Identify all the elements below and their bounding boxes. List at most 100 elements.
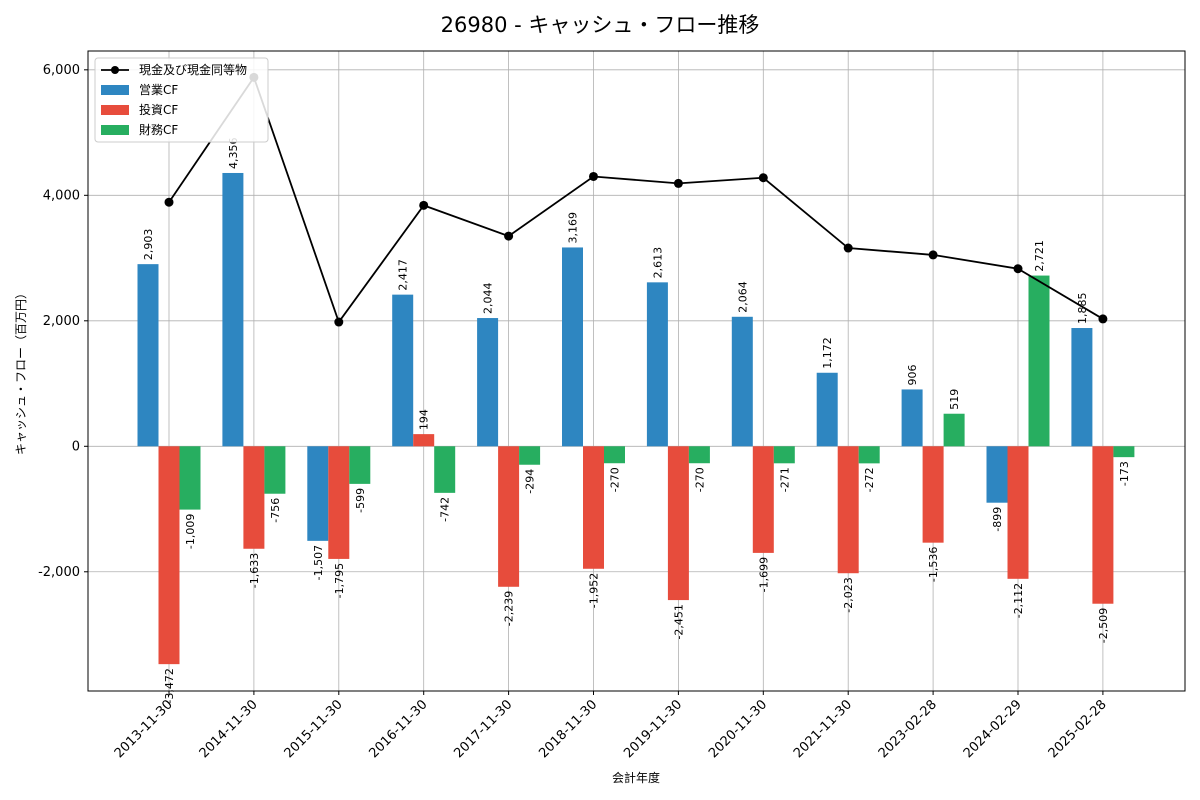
legend-entry-label: 営業CF (139, 83, 178, 97)
bar (519, 446, 541, 465)
bar-value-label: 194 (418, 409, 431, 430)
legend-box (94, 57, 269, 143)
cash-point (589, 171, 598, 181)
bar (816, 372, 838, 447)
cash-point (419, 200, 429, 210)
bar-value-label: -271 (778, 467, 791, 492)
bar-value-label: -2,023 (842, 577, 855, 612)
bar (477, 318, 499, 447)
bar (392, 294, 414, 447)
bar (986, 446, 1008, 503)
legend-marker (111, 66, 119, 74)
bar (498, 446, 520, 587)
bar (179, 446, 201, 510)
bar (731, 316, 753, 447)
y-tick-label: -2,000 (38, 565, 80, 580)
bar-value-label: -1,507 (312, 545, 325, 580)
cash-point (758, 173, 768, 183)
x-tick-label: 2023-02-28 (876, 697, 940, 761)
bar (328, 446, 350, 559)
bar-value-label: -899 (991, 507, 1004, 532)
x-tick-label: 2025-02-28 (1046, 697, 1110, 761)
bar (243, 446, 265, 549)
legend-bar-swatch (101, 125, 129, 135)
y-axis-label: キャッシュ・フロー（百万円） (14, 287, 28, 455)
bar-value-label: 906 (906, 364, 919, 385)
bar-value-label: -1,795 (333, 563, 346, 598)
bar-value-label: -173 (1118, 461, 1131, 486)
y-tick-label: 2,000 (43, 314, 80, 329)
bar-value-label: 2,613 (651, 247, 664, 279)
cash-point (673, 178, 683, 188)
bar (413, 434, 435, 447)
bar (837, 446, 859, 574)
cash-point (164, 197, 174, 207)
bars (137, 172, 1135, 665)
bar (667, 446, 689, 601)
bar (222, 172, 244, 447)
x-tick-label: 2024-02-29 (961, 697, 1025, 761)
bar-value-label: -1,009 (184, 514, 197, 549)
legend-entry-label: 投資CF (139, 102, 178, 117)
bar-value-label: -270 (693, 467, 706, 492)
x-tick-label: 2014-11-30 (197, 697, 261, 761)
plot-frame (87, 50, 1186, 692)
bar-value-label: -1,952 (588, 573, 601, 608)
bar (922, 446, 944, 543)
bar-value-label: -599 (354, 488, 367, 513)
x-tick-label: 2020-11-30 (706, 697, 770, 761)
bar (307, 446, 329, 541)
line-series (164, 72, 1108, 327)
bar-value-label: 4,356 (227, 137, 240, 169)
bar (562, 247, 583, 447)
bar-value-label: 2,044 (482, 283, 495, 315)
bar-value-label: -2,509 (1097, 608, 1110, 643)
cash-point (1098, 314, 1108, 324)
x-tick-label: 2021-11-30 (791, 697, 855, 761)
legend-entry-label: 現金及び現金同等物 (139, 62, 247, 77)
bar (583, 446, 604, 569)
bar-value-label: 3,169 (567, 212, 580, 244)
x-axis-label: 会計年度 (612, 770, 660, 785)
bar-value-label: 1,172 (821, 337, 834, 369)
x-tick-label: 2019-11-30 (621, 697, 685, 761)
bar (264, 446, 286, 494)
bar (858, 446, 880, 464)
bar-value-label: 2,064 (736, 281, 749, 313)
bar-value-label: 1,885 (1076, 293, 1089, 325)
bar-value-label: 2,721 (1033, 240, 1046, 272)
grid (88, 51, 1185, 691)
bar (158, 446, 180, 665)
bar (943, 413, 965, 447)
bar (349, 446, 371, 484)
x-tick-label: 2018-11-30 (536, 697, 600, 761)
bar-value-label: 2,417 (397, 259, 410, 291)
bar-value-label: -756 (269, 498, 282, 523)
bar-value-label: 2,903 (142, 229, 155, 261)
bar (646, 282, 668, 447)
legend-entry-label: 財務CF (139, 122, 178, 137)
x-tick-label: 2016-11-30 (366, 697, 430, 761)
cash-point (504, 231, 514, 241)
bar-value-label: -1,699 (757, 557, 770, 592)
cash-point (1013, 264, 1023, 274)
bar (773, 446, 795, 464)
bar (604, 446, 625, 464)
legend-bar-swatch (101, 85, 129, 95)
cash-line (168, 75, 1104, 324)
bar (137, 264, 159, 447)
bar (688, 446, 710, 464)
y-axis-ticks: -2,000 0 2,000 4,000 6,000 (38, 63, 88, 580)
bar-value-label: 519 (948, 389, 961, 410)
bar-value-label: -3,472 (163, 668, 176, 703)
x-tick-label: 2017-11-30 (451, 697, 515, 761)
x-tick-label: 2013-11-30 (112, 697, 176, 761)
bar-value-label: -2,112 (1012, 583, 1025, 618)
chart-title: 26980 - キャッシュ・フロー推移 (441, 13, 760, 37)
bar-value-label: -2,451 (672, 604, 685, 639)
bar-value-label: -294 (524, 469, 537, 494)
x-axis-ticks: 2013-11-30 2014-11-30 2015-11-30 2016-11-30… (112, 691, 1110, 761)
bar-value-label: -270 (609, 467, 622, 492)
y-tick-label: 4,000 (43, 188, 80, 203)
